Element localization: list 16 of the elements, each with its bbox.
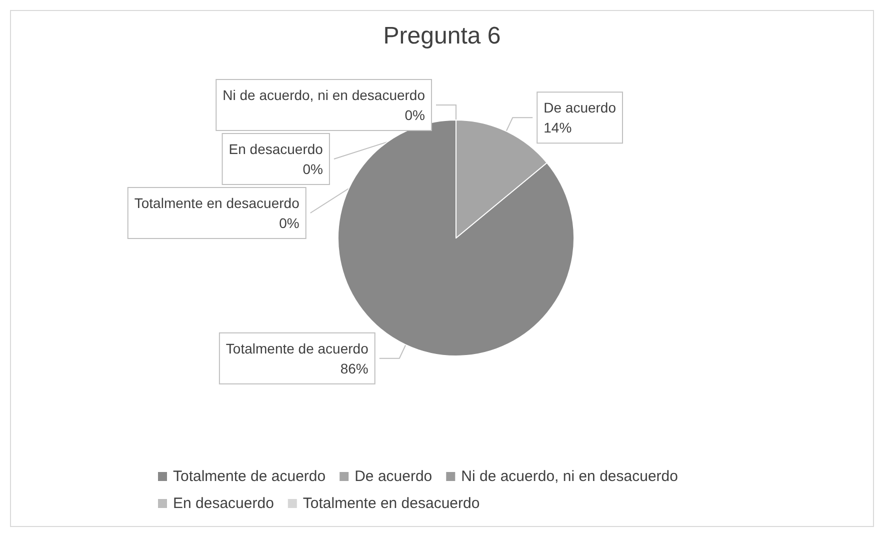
category-label: En desacuerdo [228,141,323,157]
slice-label: Totalmente de acuerdo [226,340,369,356]
legend-label: Totalmente en desacuerdo [302,495,480,512]
text: 0% [404,107,425,123]
text: 0% [279,215,300,231]
category-label: Totalmente en desacuerdo [134,195,300,211]
legend-label: De acuerdo [354,468,432,485]
legend-label: Ni de acuerdo, ni en desacuerdo [461,468,678,485]
text: 0% [302,161,323,177]
slice-label: De acuerdo [544,100,616,116]
legend-label: En desacuerdo [173,495,274,512]
data-label: 86% [340,360,368,376]
category-label: Ni de acuerdo, ni en desacuerdo [222,87,425,103]
legend-label: Totalmente de acuerdo [173,468,326,485]
chart-title: Pregunta 6 [383,22,501,50]
data-label: 14% [544,120,572,136]
